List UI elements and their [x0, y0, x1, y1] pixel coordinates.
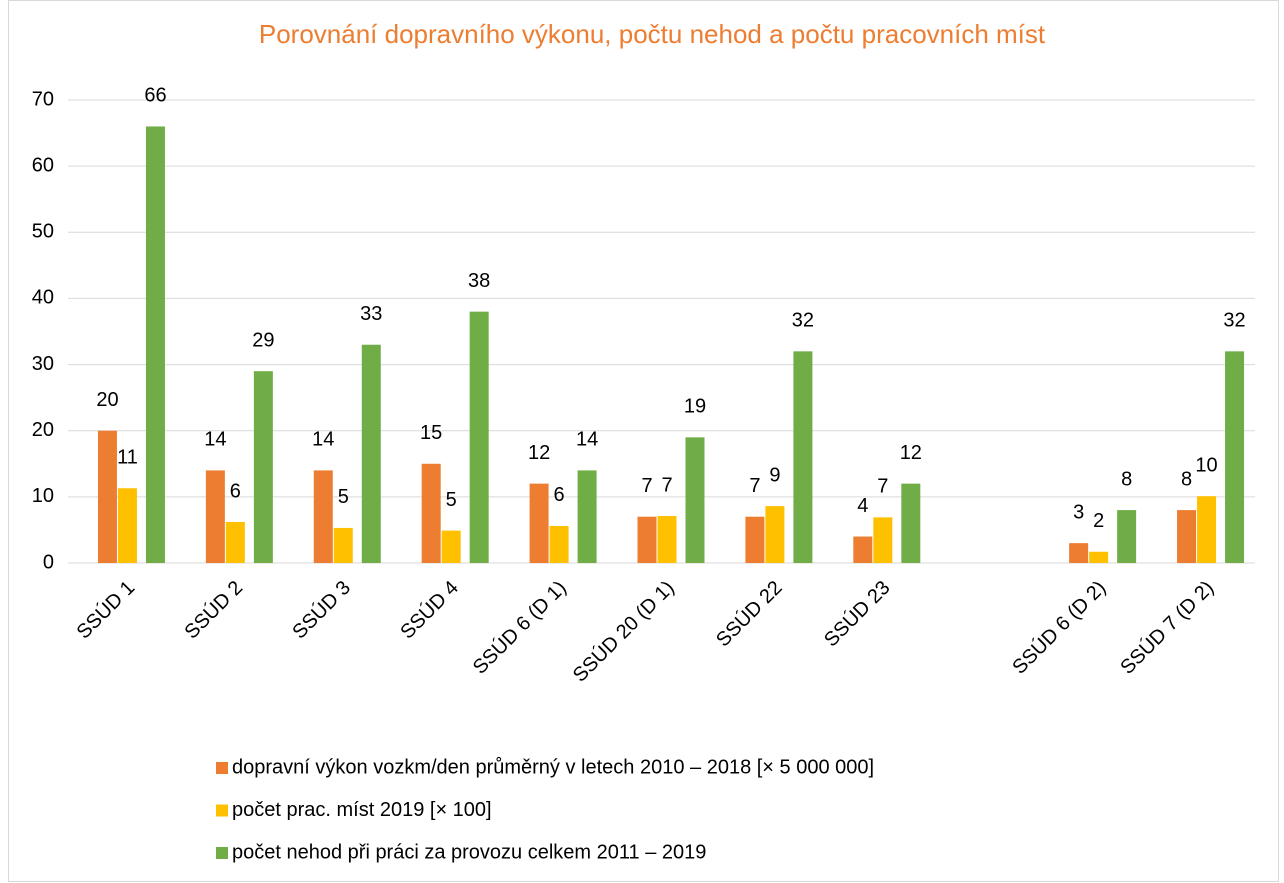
bar — [97, 430, 117, 563]
data-label: 7 — [641, 475, 652, 497]
data-label: 12 — [528, 442, 550, 464]
bar — [1117, 510, 1137, 563]
y-tick-label: 10 — [32, 485, 54, 507]
data-label: 32 — [792, 310, 814, 332]
bar — [1069, 543, 1089, 563]
data-label: 19 — [684, 396, 706, 418]
data-label: 8 — [1121, 468, 1132, 490]
data-label: 10 — [1195, 454, 1217, 476]
data-label: 5 — [446, 489, 457, 511]
data-label: 14 — [576, 429, 598, 451]
bar — [529, 483, 549, 563]
legend-label: dopravní výkon vozkm/den průměrný v lete… — [232, 756, 874, 778]
bar — [1225, 351, 1245, 563]
data-label: 9 — [769, 464, 780, 486]
y-tick-label: 70 — [32, 88, 54, 110]
data-label: 7 — [749, 475, 760, 497]
data-label: 4 — [857, 495, 868, 517]
data-label: 66 — [144, 85, 166, 107]
bar — [469, 311, 489, 563]
data-label: 32 — [1223, 310, 1245, 332]
data-label: 14 — [204, 429, 226, 451]
data-label: 14 — [312, 429, 334, 451]
bar — [1197, 496, 1217, 563]
bar — [313, 470, 333, 563]
bar — [901, 483, 921, 563]
data-label: 7 — [661, 474, 672, 496]
data-label: 29 — [252, 329, 274, 351]
data-label: 12 — [900, 442, 922, 464]
bar — [793, 351, 813, 563]
y-tick-label: 50 — [32, 221, 54, 243]
y-tick-label: 30 — [32, 353, 54, 375]
bar — [637, 516, 657, 563]
bar — [333, 527, 353, 563]
bar — [117, 488, 137, 563]
legend-label: počet prac. míst 2019 [× 100] — [232, 799, 492, 821]
data-label: 7 — [877, 476, 888, 498]
bar — [253, 371, 273, 563]
data-label: 5 — [338, 486, 349, 508]
legend-swatch — [216, 847, 228, 859]
bar — [657, 516, 677, 563]
bar — [685, 437, 705, 563]
bar — [441, 530, 461, 563]
bar — [421, 463, 441, 563]
data-label: 2 — [1093, 510, 1104, 532]
y-tick-label: 0 — [43, 551, 54, 573]
legend-swatch — [216, 804, 228, 817]
data-label: 6 — [230, 480, 241, 502]
bar — [873, 517, 893, 563]
bar — [145, 126, 165, 563]
bar — [745, 516, 765, 563]
bar — [853, 536, 873, 563]
chart-title: Porovnání dopravního výkonu, počtu nehod… — [259, 19, 1046, 49]
data-label: 33 — [360, 303, 382, 325]
legend-swatch — [216, 762, 228, 774]
y-tick-label: 40 — [32, 287, 54, 309]
data-label: 11 — [117, 447, 138, 469]
data-label: 38 — [468, 270, 490, 292]
bar — [765, 506, 785, 563]
bar — [205, 470, 225, 563]
legend-label: počet nehod při práci za provozu celkem … — [232, 841, 706, 863]
bar — [225, 521, 245, 563]
chart-border — [8, 0, 1279, 882]
bar — [549, 525, 569, 563]
data-label: 20 — [96, 389, 118, 411]
data-label: 8 — [1181, 468, 1192, 490]
data-label: 15 — [420, 422, 442, 444]
bar — [1177, 510, 1197, 563]
data-label: 3 — [1073, 501, 1084, 523]
data-label: 6 — [554, 484, 565, 506]
y-tick-label: 20 — [32, 419, 54, 441]
bar — [1089, 551, 1109, 563]
bar — [361, 344, 381, 563]
bar — [577, 470, 597, 563]
y-tick-label: 60 — [32, 154, 54, 176]
